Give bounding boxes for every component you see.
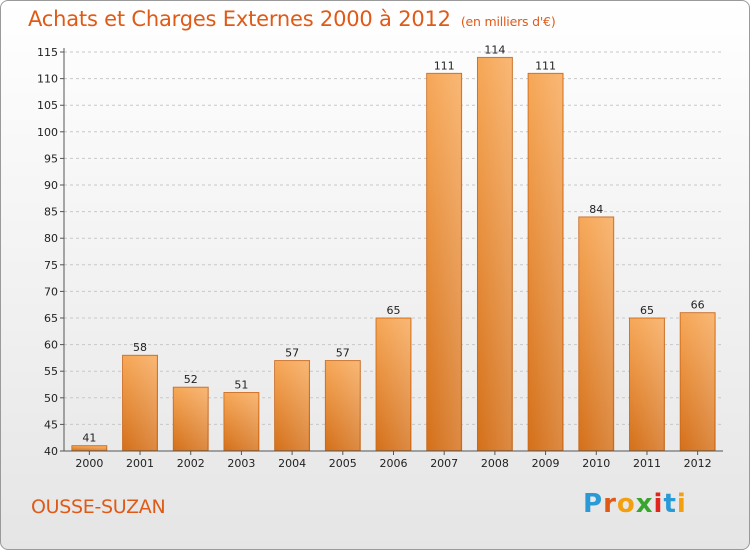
bar-highlight <box>224 393 258 450</box>
y-tick-label: 75 <box>44 259 58 272</box>
y-axis-ticks: 40 45 50 55 60 65 70 75 80 85 90 95 100 105 110 115 <box>37 46 64 458</box>
x-tick-label: 2002 <box>177 457 205 470</box>
logo-letter: t <box>663 489 677 519</box>
bar-highlight <box>275 361 309 450</box>
bar-highlight <box>529 74 563 450</box>
data-label: 51 <box>234 378 248 391</box>
logo-letter: o <box>616 489 636 519</box>
y-tick-label: 85 <box>44 206 58 219</box>
x-tick-label: 2001 <box>126 457 154 470</box>
x-axis-ticks: 2000 2001 2002 2003 2004 2005 2006 2007 2008 2009… <box>75 451 712 470</box>
data-label: 65 <box>387 304 401 317</box>
y-tick-label: 90 <box>44 179 58 192</box>
y-tick-label: 70 <box>44 285 58 298</box>
data-label: 52 <box>184 373 198 386</box>
x-tick-label: 2011 <box>633 457 661 470</box>
data-label: 111 <box>434 59 455 72</box>
bar-highlight <box>478 58 512 450</box>
bar-highlight <box>681 313 715 450</box>
y-tick-label: 50 <box>44 392 58 405</box>
proxiti-logo: Proxiti <box>583 489 687 519</box>
y-tick-label: 110 <box>37 73 58 86</box>
data-label: 58 <box>133 341 147 354</box>
bar-highlight <box>123 356 157 450</box>
chart-title-text: Achats et Charges Externes 2000 à 2012 <box>28 7 451 31</box>
axes <box>63 48 723 452</box>
x-tick-label: 2003 <box>227 457 255 470</box>
y-tick-label: 45 <box>44 418 58 431</box>
x-tick-label: 2009 <box>532 457 560 470</box>
bar-highlight <box>72 446 106 450</box>
x-tick-label: 2008 <box>481 457 509 470</box>
y-tick-label: 95 <box>44 152 58 165</box>
y-tick-label: 100 <box>37 126 58 139</box>
x-tick-label: 2012 <box>684 457 712 470</box>
y-tick-label: 105 <box>37 99 58 112</box>
data-label: 57 <box>285 347 299 360</box>
logo-letter: P <box>583 489 604 519</box>
bar-highlight <box>377 319 410 450</box>
data-label: 57 <box>336 347 350 360</box>
y-tick-label: 80 <box>44 232 58 245</box>
y-tick-label: 60 <box>44 339 58 352</box>
x-tick-label: 2007 <box>430 457 458 470</box>
chart-subtitle: (en milliers d'€) <box>460 14 556 29</box>
bar-highlight <box>174 388 208 450</box>
x-tick-label: 2005 <box>329 457 357 470</box>
x-tick-label: 2006 <box>380 457 408 470</box>
x-tick-label: 2010 <box>582 457 610 470</box>
y-tick-label: 40 <box>44 445 58 458</box>
data-label: 111 <box>535 59 556 72</box>
bar-highlight <box>579 217 613 450</box>
logo-letter: i <box>653 489 664 519</box>
y-tick-label: 65 <box>44 312 58 325</box>
x-tick-label: 2000 <box>75 457 103 470</box>
bar-highlight <box>326 361 360 450</box>
bar-highlight <box>427 74 461 450</box>
y-tick-label: 55 <box>44 365 58 378</box>
logo-letter: x <box>635 489 654 519</box>
logo-letter: r <box>603 489 617 519</box>
chart-title: Achats et Charges Externes 2000 à 2012 (e… <box>28 7 556 31</box>
location-label: OUSSE-SUZAN <box>31 496 166 518</box>
y-tick-label: 115 <box>37 46 58 59</box>
x-tick-label: 2004 <box>278 457 306 470</box>
data-label: 114 <box>484 43 505 56</box>
bar-highlight <box>630 319 664 450</box>
data-label: 65 <box>640 304 654 317</box>
data-label: 84 <box>589 203 603 216</box>
logo-letter: i <box>676 489 687 519</box>
bars: 41 58 52 51 57 57 65 111 114 111 84 65 66 <box>71 43 716 452</box>
data-label: 41 <box>82 432 96 445</box>
data-label: 66 <box>691 299 705 312</box>
